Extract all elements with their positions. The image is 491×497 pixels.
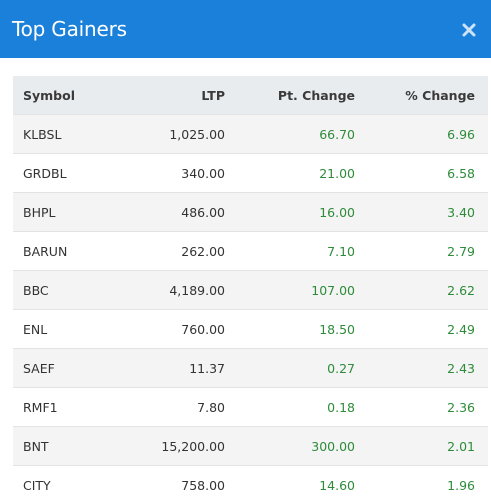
table-row[interactable]: BBC 4,189.00 107.00 2.62: [13, 270, 488, 310]
modal-title: Top Gainers: [12, 17, 127, 41]
table-row[interactable]: BARUN 262.00 7.10 2.79: [13, 231, 488, 271]
table-row[interactable]: BHPL 486.00 16.00 3.40: [13, 192, 488, 232]
pct-change-cell: 2.49: [355, 309, 488, 349]
pt-change-cell: 7.10: [225, 231, 355, 271]
pct-change-cell: 3.40: [355, 192, 488, 232]
pct-change-cell: 1.96: [355, 465, 488, 497]
pct-change-cell: 2.43: [355, 348, 488, 388]
pt-change-cell: 18.50: [225, 309, 355, 349]
modal-header: Top Gainers: [0, 0, 491, 58]
ltp-cell: 758.00: [119, 465, 225, 497]
pct-change-cell: 6.58: [355, 153, 488, 193]
symbol-cell[interactable]: GRDBL: [13, 153, 119, 193]
ltp-cell: 486.00: [119, 192, 225, 232]
symbol-cell[interactable]: KLBSL: [13, 114, 119, 154]
pct-change-cell: 2.36: [355, 387, 488, 427]
ltp-cell: 15,200.00: [119, 426, 225, 466]
pct-change-cell: 2.01: [355, 426, 488, 466]
pt-change-cell: 21.00: [225, 153, 355, 193]
symbol-cell[interactable]: SAEF: [13, 348, 119, 388]
close-icon[interactable]: [458, 19, 480, 41]
ltp-cell: 1,025.00: [119, 114, 225, 154]
table-row[interactable]: ENL 760.00 18.50 2.49: [13, 309, 488, 349]
column-header-pt-change[interactable]: Pt. Change: [277, 87, 355, 103]
table-header-row: Symbol LTP Pt. Change % Change: [13, 76, 488, 115]
table-row[interactable]: BNT 15,200.00 300.00 2.01: [13, 426, 488, 466]
pt-change-cell: 107.00: [225, 270, 355, 310]
symbol-cell[interactable]: RMF1: [13, 387, 119, 427]
table-row[interactable]: KLBSL 1,025.00 66.70 6.96: [13, 114, 488, 154]
table-row[interactable]: CITY 758.00 14.60 1.96: [13, 465, 488, 497]
pt-change-cell: 16.00: [225, 192, 355, 232]
column-header-pct-change[interactable]: % Change: [405, 87, 475, 103]
table-row[interactable]: GRDBL 340.00 21.00 6.58: [13, 153, 488, 193]
ltp-cell: 11.37: [119, 348, 225, 388]
pct-change-cell: 6.96: [355, 114, 488, 154]
ltp-cell: 340.00: [119, 153, 225, 193]
ltp-cell: 7.80: [119, 387, 225, 427]
ltp-cell: 760.00: [119, 309, 225, 349]
symbol-cell[interactable]: BNT: [13, 426, 119, 466]
pt-change-cell: 0.18: [225, 387, 355, 427]
symbol-cell[interactable]: ENL: [13, 309, 119, 349]
column-header-symbol[interactable]: Symbol: [23, 87, 75, 103]
symbol-cell[interactable]: BBC: [13, 270, 119, 310]
table-row[interactable]: SAEF 11.37 0.27 2.43: [13, 348, 488, 388]
symbol-cell[interactable]: BHPL: [13, 192, 119, 232]
symbol-cell[interactable]: BARUN: [13, 231, 119, 271]
pt-change-cell: 14.60: [225, 465, 355, 497]
symbol-cell[interactable]: CITY: [13, 465, 119, 497]
pt-change-cell: 0.27: [225, 348, 355, 388]
pct-change-cell: 2.62: [355, 270, 488, 310]
table-row[interactable]: RMF1 7.80 0.18 2.36: [13, 387, 488, 427]
column-header-ltp[interactable]: LTP: [201, 87, 225, 103]
modal-body: Symbol LTP Pt. Change % Change KLBSL 1,02…: [0, 58, 491, 497]
pct-change-cell: 2.79: [355, 231, 488, 271]
ltp-cell: 4,189.00: [119, 270, 225, 310]
pt-change-cell: 66.70: [225, 114, 355, 154]
pt-change-cell: 300.00: [225, 426, 355, 466]
gainers-table: Symbol LTP Pt. Change % Change KLBSL 1,02…: [13, 76, 488, 497]
ltp-cell: 262.00: [119, 231, 225, 271]
